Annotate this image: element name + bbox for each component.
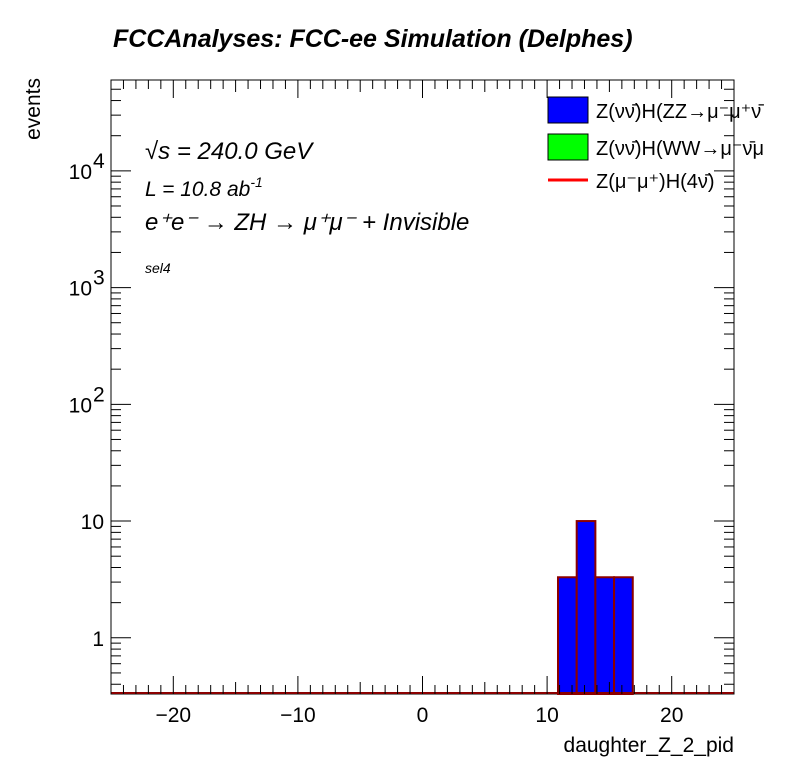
x-tick-label: −20 <box>155 704 191 727</box>
chart-title: FCCAnalyses: FCC-ee Simulation (Delphes) <box>113 25 633 53</box>
y-tick-label-exponent: 3 <box>93 267 105 290</box>
x-tick-label: 10 <box>535 704 558 727</box>
histogram-bars <box>111 520 734 695</box>
y-tick-label-exponent: 2 <box>93 383 105 406</box>
y-tick-label: 10 <box>81 511 104 534</box>
y-tick-label: 10 <box>69 394 92 417</box>
legend-swatch-ww <box>547 133 589 161</box>
histogram-bar-0-0 <box>557 576 578 695</box>
x-axis-label: daughter_Z_2_pid <box>564 734 734 757</box>
y-axis-label: events <box>22 78 45 140</box>
legend: Z(νν̄)H(ZZ→μ⁻μ⁺ν̄ Z(νν̄)H(WW→μ⁻ν̄μ Z(μ⁻μ… <box>547 96 764 193</box>
luminosity-annotation: L = 10.8 ab-1 <box>145 174 263 201</box>
selection-annotation: sel4 <box>145 260 171 276</box>
legend-label-zz: Z(νν̄)H(ZZ→μ⁻μ⁺ν̄ <box>596 101 764 123</box>
process-annotation: e⁺e⁻ → ZH → μ⁺μ⁻ + Invisible <box>145 209 469 236</box>
histogram-bar-0-2 <box>594 576 616 695</box>
x-tick-label: 0 <box>417 704 429 727</box>
legend-label-ww: Z(νν̄)H(WW→μ⁻ν̄μ <box>596 138 764 160</box>
y-tick-label: 10 <box>69 161 92 184</box>
x-tick-label: 20 <box>660 704 683 727</box>
x-tick-label: −10 <box>280 704 316 727</box>
y-tick-label: 10 <box>69 278 92 301</box>
legend-label-4nu: Z(μ⁻μ⁺)H(4ν̄) <box>596 171 715 193</box>
sqrt-s-annotation: √s = 240.0 GeV <box>145 138 314 165</box>
luminosity-text: L = 10.8 ab <box>145 178 251 201</box>
y-tick-label: 1 <box>92 628 104 651</box>
x-axis-ticks: −20 −10 0 10 20 <box>110 80 735 727</box>
y-tick-label-exponent: 4 <box>93 150 105 173</box>
luminosity-exponent: -1 <box>250 174 262 190</box>
histogram-bar-0-1 <box>575 520 597 695</box>
legend-swatch-zz <box>547 96 589 124</box>
histogram-bar-0-3 <box>613 576 634 695</box>
